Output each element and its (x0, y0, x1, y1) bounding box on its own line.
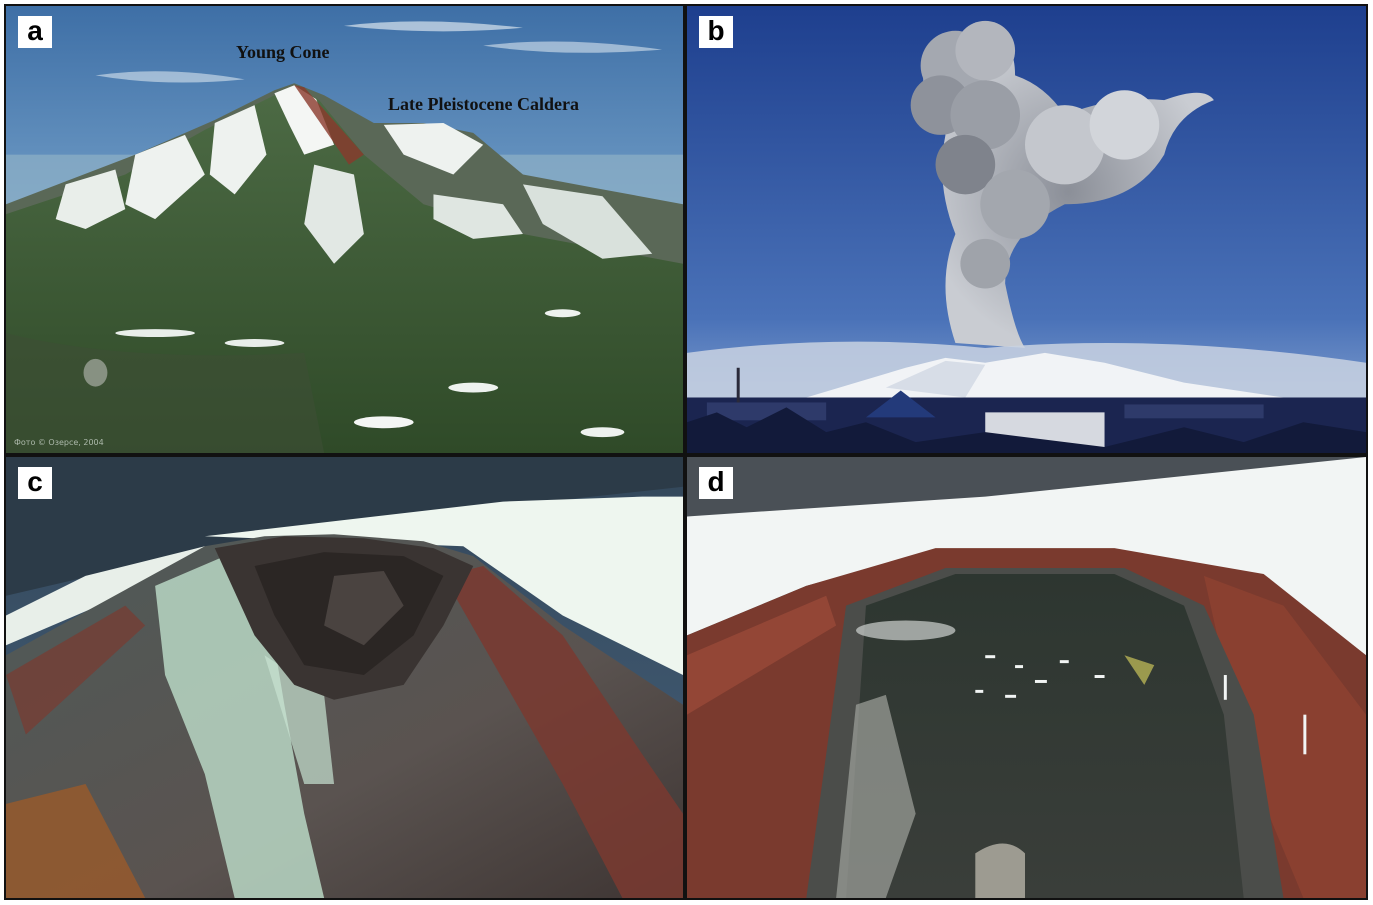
panel-b-eruption-plume: b (685, 4, 1368, 455)
young-cone-annotation: Young Cone (236, 42, 330, 62)
panel-b-image (687, 6, 1366, 453)
panel-label-b: b (699, 16, 733, 48)
panel-c-image (6, 457, 683, 898)
figure-grid: a Young Cone Late Pleistocene Caldera Фо… (4, 4, 1368, 900)
panel-label-c: c (18, 467, 52, 499)
photo-credit: Фото © Озерсе, 2004 (14, 438, 104, 447)
panel-c-crater-closeup: c (4, 455, 685, 900)
panel-d-image (687, 457, 1366, 898)
panel-label-d: d (699, 467, 733, 499)
panel-d-crater-rim: d (685, 455, 1368, 900)
panel-a-image (6, 6, 683, 453)
caldera-annotation: Late Pleistocene Caldera (388, 94, 579, 114)
panel-label-a: a (18, 16, 52, 48)
panel-a-volcano-view: a Young Cone Late Pleistocene Caldera Фо… (4, 4, 685, 455)
